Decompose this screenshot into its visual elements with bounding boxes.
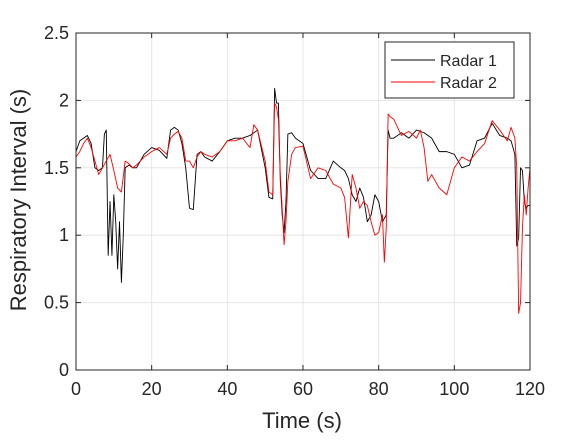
series-line-2 bbox=[75, 102, 531, 314]
grid-layer bbox=[76, 33, 530, 370]
legend-label-2: Radar 2 bbox=[440, 75, 497, 92]
legend-box bbox=[384, 41, 515, 99]
x-axis-label: Time (s) bbox=[262, 408, 342, 433]
y-tick-label: 0.5 bbox=[44, 293, 69, 313]
ticks-layer: 0 20 40 60 80 100 120 0 0.5 1 1.5 2 2.5 bbox=[44, 23, 545, 399]
y-tick-label: 1.5 bbox=[44, 158, 69, 178]
x-tick-label: 100 bbox=[439, 379, 469, 399]
x-tick-label: 40 bbox=[217, 379, 237, 399]
y-tick-label: 2.5 bbox=[44, 23, 69, 43]
legend: Radar 1 Radar 2 bbox=[384, 41, 515, 99]
x-tick-label: 60 bbox=[293, 379, 313, 399]
x-tick-label: 20 bbox=[142, 379, 162, 399]
y-tick-label: 0 bbox=[59, 360, 69, 380]
y-tick-label: 1 bbox=[59, 225, 69, 245]
x-tick-label: 0 bbox=[71, 379, 81, 399]
series-layer bbox=[75, 87, 531, 314]
legend-label-1: Radar 1 bbox=[440, 53, 497, 70]
y-tick-label: 2 bbox=[59, 90, 69, 110]
x-tick-label: 80 bbox=[369, 379, 389, 399]
x-tick-label: 120 bbox=[515, 379, 545, 399]
y-axis-label: Respiratory Interval (s) bbox=[6, 89, 31, 312]
